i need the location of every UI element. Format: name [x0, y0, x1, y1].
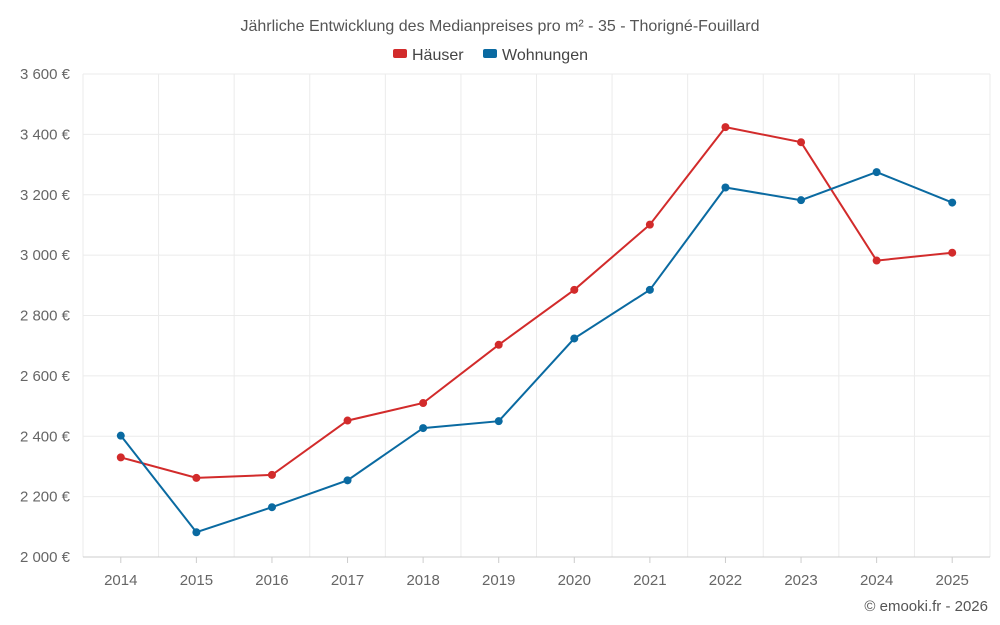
x-tick-label: 2025: [936, 572, 969, 589]
data-point: [797, 196, 806, 205]
data-point: [116, 453, 125, 462]
data-point: [570, 285, 579, 294]
x-axis: 2014 2015 2016 2017 2018 2019 2020 2021 2022 2023…: [83, 556, 990, 589]
data-point: [343, 416, 352, 425]
data-point: [721, 183, 730, 192]
data-point: [343, 476, 352, 485]
legend-label: Häuser: [412, 47, 464, 64]
data-point: [267, 503, 276, 512]
y-tick-label: 3 400 €: [20, 126, 71, 143]
data-point: [419, 399, 428, 408]
y-tick-label: 2 800 €: [20, 308, 71, 325]
data-point: [192, 473, 201, 482]
series-line-haeuser: [120, 125, 953, 479]
x-tick-label: 2018: [406, 572, 439, 589]
data-point: [645, 220, 654, 229]
data-point: [948, 248, 957, 257]
y-tick-label: 3 600 €: [20, 66, 71, 83]
x-tick-label: 2023: [784, 572, 817, 589]
data-point: [267, 470, 276, 479]
legend-swatch: [483, 49, 497, 58]
data-point: [872, 168, 881, 177]
x-tick-label: 2021: [633, 572, 666, 589]
y-tick-label: 3 200 €: [20, 187, 71, 204]
x-tick-label: 2015: [180, 572, 213, 589]
data-point: [494, 340, 503, 349]
data-point: [419, 424, 428, 433]
legend: Häuser Wohnungen: [393, 47, 588, 64]
x-tick-label: 2020: [558, 572, 591, 589]
x-tick-label: 2024: [860, 572, 893, 589]
data-point: [721, 123, 730, 132]
y-tick-label: 2 400 €: [20, 428, 71, 445]
data-point: [645, 285, 654, 294]
legend-label: Wohnungen: [502, 47, 588, 64]
series-group: [116, 123, 957, 537]
credit-text: © emooki.fr - 2026: [864, 598, 988, 615]
y-tick-label: 2 600 €: [20, 368, 71, 385]
data-point: [872, 256, 881, 265]
y-tick-label: 3 000 €: [20, 247, 71, 264]
x-tick-label: 2022: [709, 572, 742, 589]
y-axis: 2 000 € 2 200 € 2 400 € 2 600 € 2 800 € 3 000…: [20, 66, 71, 566]
data-point: [494, 417, 503, 426]
x-tick-label: 2019: [482, 572, 515, 589]
x-tick-label: 2014: [104, 572, 137, 589]
data-point: [797, 138, 806, 147]
x-tick-label: 2016: [255, 572, 288, 589]
data-point: [116, 431, 125, 440]
legend-swatch: [393, 49, 407, 58]
chart-title: Jährliche Entwicklung des Medianpreises …: [240, 18, 759, 35]
data-point: [192, 528, 201, 537]
y-tick-label: 2 000 €: [20, 549, 71, 566]
y-tick-label: 2 200 €: [20, 489, 71, 506]
series-line-wohnungen: [120, 171, 953, 534]
grid: [82, 73, 991, 557]
data-point: [948, 198, 957, 207]
x-tick-label: 2017: [331, 572, 364, 589]
data-point: [570, 334, 579, 343]
